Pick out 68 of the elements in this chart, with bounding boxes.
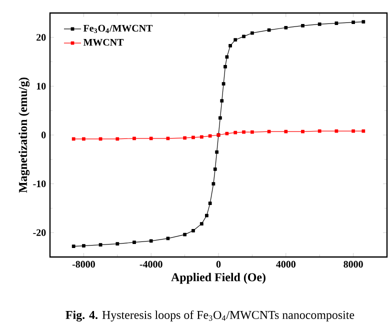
point bbox=[208, 134, 212, 138]
legend-label: Fe$_{3}$O$_{4}$/MWCNT bbox=[83, 24, 153, 34]
point bbox=[82, 244, 86, 248]
point bbox=[250, 130, 254, 134]
point bbox=[212, 182, 216, 186]
point bbox=[334, 22, 338, 25]
point bbox=[224, 64, 227, 68]
point bbox=[334, 129, 338, 133]
point bbox=[250, 31, 254, 35]
y-tick-label: -20 bbox=[33, 229, 46, 236]
point bbox=[183, 232, 186, 236]
point bbox=[362, 20, 366, 24]
y-tick-label: 0 bbox=[41, 132, 46, 138]
point bbox=[149, 239, 153, 243]
point bbox=[318, 22, 322, 26]
point bbox=[284, 26, 288, 30]
point bbox=[267, 130, 271, 134]
point bbox=[225, 132, 229, 136]
point bbox=[301, 130, 304, 134]
point bbox=[362, 129, 366, 133]
y-axis-title: Magnetization (emu/g) bbox=[18, 78, 30, 193]
point bbox=[132, 240, 136, 244]
point bbox=[200, 222, 204, 226]
point bbox=[218, 116, 222, 120]
point bbox=[318, 129, 322, 133]
point bbox=[208, 202, 212, 206]
point bbox=[352, 129, 355, 133]
point bbox=[192, 228, 195, 232]
point bbox=[192, 136, 195, 140]
point bbox=[149, 136, 153, 140]
point bbox=[98, 243, 102, 246]
point bbox=[82, 137, 86, 141]
point bbox=[284, 130, 288, 134]
point bbox=[222, 82, 226, 86]
x-tick-label: -8000 bbox=[72, 260, 95, 268]
point bbox=[215, 150, 219, 154]
point bbox=[166, 136, 170, 140]
point bbox=[267, 28, 271, 32]
point bbox=[200, 135, 204, 139]
point bbox=[72, 244, 76, 248]
point bbox=[72, 137, 76, 141]
point bbox=[242, 130, 246, 134]
point bbox=[220, 99, 224, 103]
point bbox=[225, 55, 229, 59]
point bbox=[98, 137, 102, 141]
point bbox=[183, 136, 186, 140]
point bbox=[234, 38, 238, 42]
y-tick-label: -10 bbox=[33, 180, 46, 188]
point bbox=[352, 20, 355, 24]
point bbox=[166, 236, 170, 240]
x-axis-title: Applied Field (Oe) bbox=[171, 272, 266, 284]
point bbox=[213, 167, 217, 171]
point bbox=[242, 34, 246, 38]
point bbox=[116, 242, 120, 246]
point bbox=[205, 214, 208, 218]
x-tick-label: 0 bbox=[216, 260, 221, 268]
point bbox=[116, 137, 120, 141]
text: Fig. 4. Hysteresis loops of Fe$_{3}$O$_{4}$/MWCNTs nanocomposite bbox=[66, 310, 354, 322]
x-tick-label: -4000 bbox=[140, 260, 162, 268]
y-tick-label: 10 bbox=[36, 82, 46, 90]
point bbox=[234, 130, 238, 134]
point bbox=[301, 24, 304, 28]
x-tick-label: 8000 bbox=[344, 260, 363, 268]
x-tick-label: 4000 bbox=[276, 260, 296, 268]
y-tick-label: 20 bbox=[36, 34, 46, 41]
legend-label: MWCNT bbox=[83, 38, 124, 46]
point bbox=[132, 136, 136, 140]
point bbox=[228, 44, 232, 48]
